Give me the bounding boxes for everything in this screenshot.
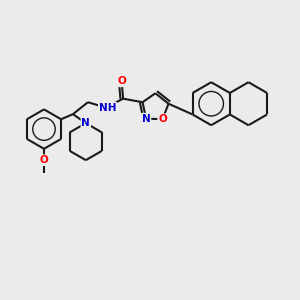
Text: O: O (158, 114, 167, 124)
Text: NH: NH (99, 103, 116, 112)
Text: N: N (142, 114, 151, 124)
Text: N: N (81, 118, 90, 128)
Text: O: O (40, 155, 48, 165)
Text: O: O (117, 76, 126, 86)
